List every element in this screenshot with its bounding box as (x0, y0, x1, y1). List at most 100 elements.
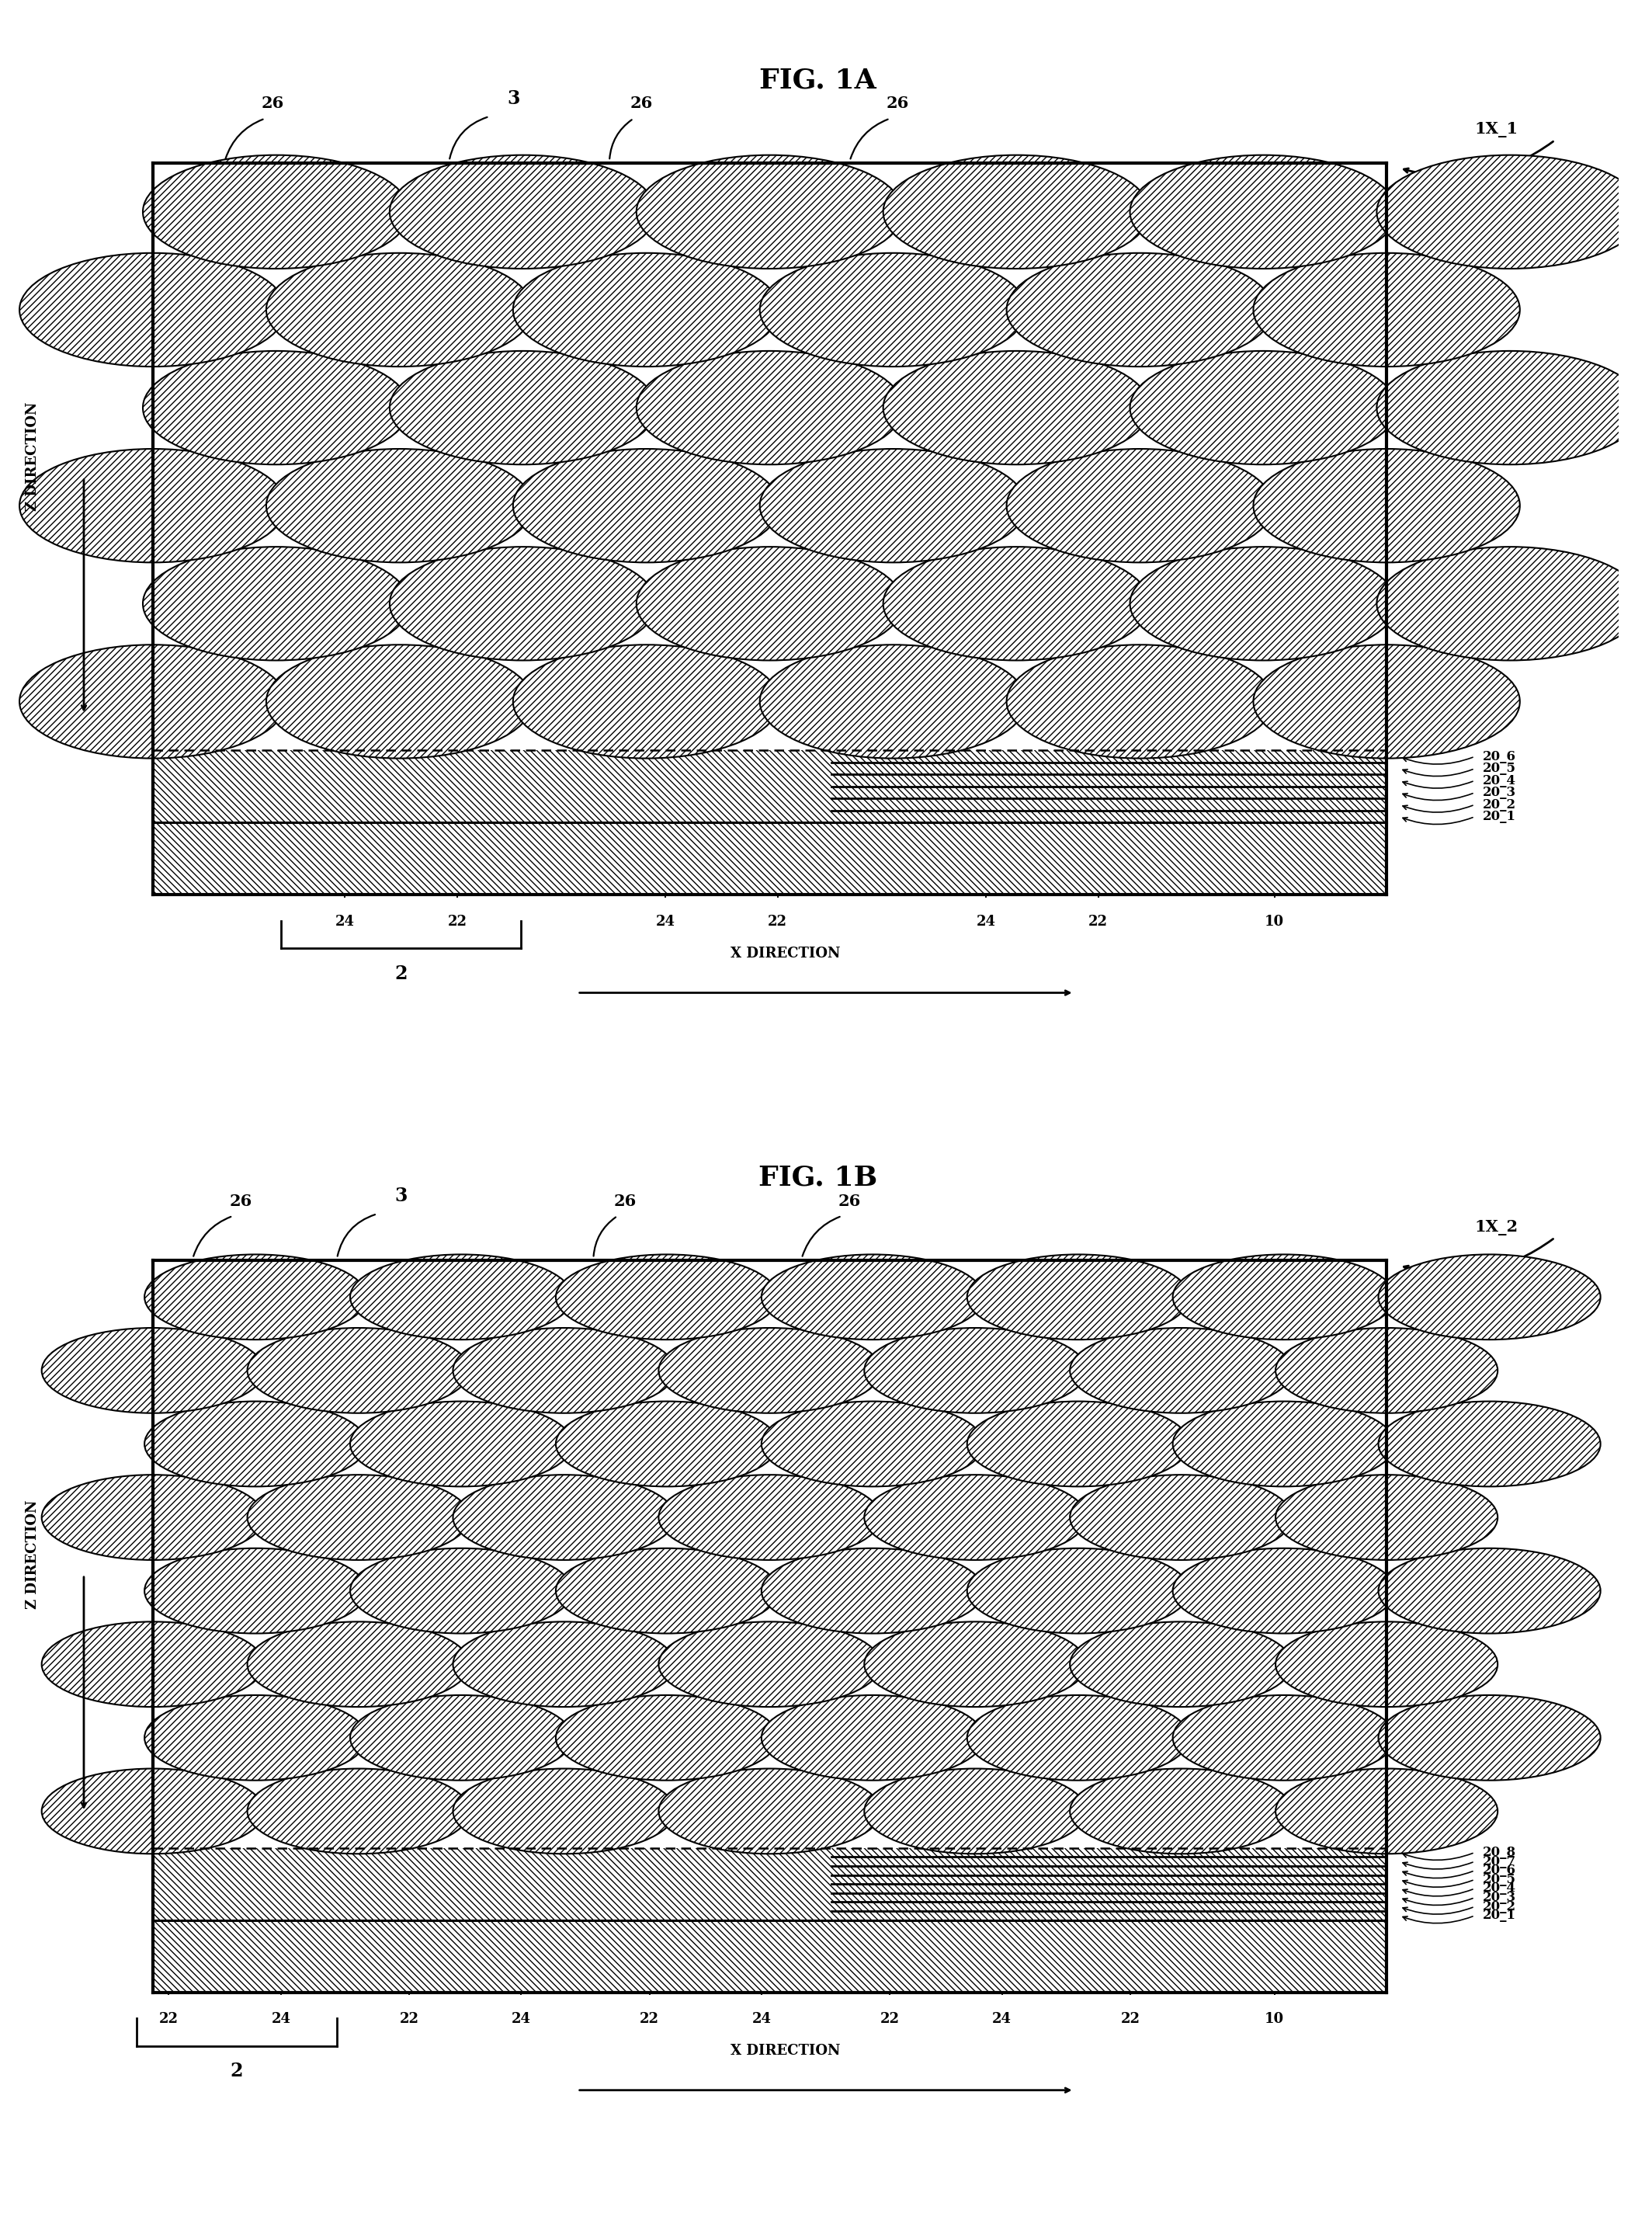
Bar (152, 1920, 1386, 1993)
Ellipse shape (390, 155, 656, 268)
Ellipse shape (453, 1769, 676, 1853)
Ellipse shape (555, 1401, 778, 1488)
Ellipse shape (1070, 1474, 1292, 1561)
Ellipse shape (1275, 1328, 1498, 1412)
Text: 26: 26 (887, 95, 909, 111)
Ellipse shape (1376, 350, 1644, 466)
Text: 22: 22 (639, 2013, 659, 2026)
Ellipse shape (390, 350, 656, 466)
Ellipse shape (1378, 1401, 1601, 1488)
Text: 2: 2 (230, 2062, 243, 2082)
Ellipse shape (555, 1547, 778, 1634)
Ellipse shape (144, 1255, 367, 1339)
Ellipse shape (636, 350, 904, 466)
Ellipse shape (144, 1547, 367, 1634)
Text: 5: 5 (1576, 1301, 1589, 1321)
Ellipse shape (760, 448, 1026, 563)
Text: 20_2: 20_2 (1483, 1900, 1517, 1913)
Text: 20_6: 20_6 (1483, 1864, 1517, 1878)
Text: X DIRECTION: X DIRECTION (730, 2044, 841, 2057)
Ellipse shape (41, 1474, 264, 1561)
Text: 22: 22 (448, 916, 468, 929)
Text: 26: 26 (629, 95, 653, 111)
Text: 22: 22 (1089, 916, 1108, 929)
Text: 26: 26 (261, 95, 284, 111)
Ellipse shape (20, 253, 286, 366)
Text: 20_1: 20_1 (1483, 809, 1517, 823)
Text: 5: 5 (1576, 204, 1589, 224)
Ellipse shape (1376, 548, 1644, 661)
Ellipse shape (1378, 1547, 1601, 1634)
Text: 20_7: 20_7 (1483, 1856, 1517, 1869)
Ellipse shape (514, 253, 780, 366)
Text: 10: 10 (1265, 916, 1284, 929)
Ellipse shape (659, 1769, 881, 1853)
Text: 3: 3 (507, 89, 520, 109)
Ellipse shape (514, 448, 780, 563)
Text: 24: 24 (752, 2013, 771, 2026)
Ellipse shape (248, 1328, 469, 1412)
Ellipse shape (966, 1255, 1189, 1339)
Text: 24: 24 (993, 2013, 1011, 2026)
Ellipse shape (350, 1255, 572, 1339)
Ellipse shape (142, 350, 410, 466)
Ellipse shape (390, 548, 656, 661)
Ellipse shape (966, 1547, 1189, 1634)
Ellipse shape (1070, 1769, 1292, 1853)
Ellipse shape (864, 1328, 1087, 1412)
Text: 20_5: 20_5 (1483, 1873, 1517, 1887)
Ellipse shape (142, 548, 410, 661)
Ellipse shape (350, 1401, 572, 1488)
Ellipse shape (762, 1255, 983, 1339)
Ellipse shape (144, 1696, 367, 1780)
Ellipse shape (966, 1696, 1189, 1780)
Text: 20_5: 20_5 (1483, 763, 1517, 776)
Text: 20_8: 20_8 (1483, 1847, 1517, 1860)
Ellipse shape (1275, 1474, 1498, 1561)
Ellipse shape (1130, 548, 1396, 661)
Text: 26: 26 (230, 1193, 253, 1208)
Ellipse shape (1378, 1696, 1601, 1780)
Ellipse shape (659, 1474, 881, 1561)
Text: X DIRECTION: X DIRECTION (730, 947, 841, 960)
Ellipse shape (884, 155, 1150, 268)
Ellipse shape (884, 548, 1150, 661)
Ellipse shape (762, 1547, 983, 1634)
Text: FIG. 1A: FIG. 1A (760, 67, 876, 93)
Ellipse shape (1378, 1255, 1601, 1339)
Ellipse shape (1173, 1255, 1394, 1339)
Ellipse shape (1254, 448, 1520, 563)
Text: 10: 10 (1265, 2013, 1284, 2026)
Text: 24: 24 (656, 916, 676, 929)
Text: FIG. 1B: FIG. 1B (758, 1164, 877, 1191)
Text: 20_3: 20_3 (1483, 1891, 1517, 1904)
Text: 24: 24 (271, 2013, 291, 2026)
Ellipse shape (864, 1769, 1087, 1853)
Text: 22: 22 (400, 2013, 420, 2026)
Ellipse shape (636, 548, 904, 661)
Text: Z DIRECTION: Z DIRECTION (25, 401, 40, 512)
Ellipse shape (1254, 645, 1520, 758)
Ellipse shape (760, 645, 1026, 758)
Text: 1X_1: 1X_1 (1475, 122, 1518, 137)
Text: 20_4: 20_4 (1483, 774, 1517, 787)
Ellipse shape (144, 1401, 367, 1488)
Ellipse shape (266, 448, 532, 563)
Text: 24: 24 (335, 916, 355, 929)
Ellipse shape (555, 1696, 778, 1780)
Text: 20_3: 20_3 (1483, 787, 1517, 798)
Ellipse shape (762, 1696, 983, 1780)
Text: 24: 24 (512, 2013, 530, 2026)
Ellipse shape (636, 155, 904, 268)
Ellipse shape (453, 1621, 676, 1707)
Ellipse shape (514, 645, 780, 758)
Ellipse shape (453, 1474, 676, 1561)
Ellipse shape (1070, 1328, 1292, 1412)
Ellipse shape (453, 1328, 676, 1412)
Text: 26: 26 (839, 1193, 861, 1208)
Ellipse shape (1006, 645, 1274, 758)
Ellipse shape (864, 1474, 1087, 1561)
Ellipse shape (41, 1621, 264, 1707)
Bar (152, 752, 1386, 823)
Ellipse shape (142, 155, 410, 268)
